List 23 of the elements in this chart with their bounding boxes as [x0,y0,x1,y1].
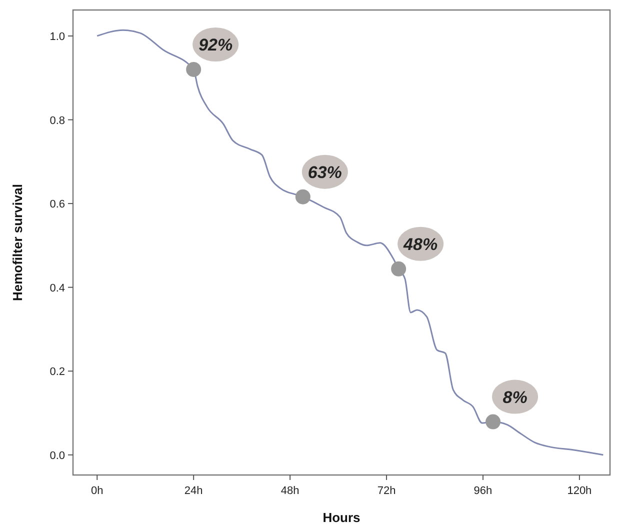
annotation: 8% [502,388,528,407]
x-tick-label: 96h [474,485,492,497]
annotation: 92% [198,35,233,54]
x-tick-label: 48h [280,485,300,497]
x-tick-label: 120h [567,485,592,497]
x-tick-label: 72h [377,485,396,497]
y-tick-label: 1.0 [50,30,65,43]
point [295,189,310,204]
y-tick-label: 0.0 [50,450,65,462]
y-axis-title: Hemofilter survival [10,184,25,302]
point [391,261,406,276]
y-tick-label: 0.6 [50,198,65,211]
annotation: 63% [308,162,342,182]
line-series [96,29,604,456]
annotation: 48% [402,234,438,254]
x-tick-label: 0h [90,485,104,497]
x-tick-label: 24h [184,485,203,497]
y-tick-label: 0.4 [50,282,65,294]
point [186,62,202,77]
y-tick-label: 0.8 [50,114,65,127]
point [486,414,501,430]
y-tick-label: 0.2 [50,366,65,378]
x-axis-title: Hours [322,510,360,525]
